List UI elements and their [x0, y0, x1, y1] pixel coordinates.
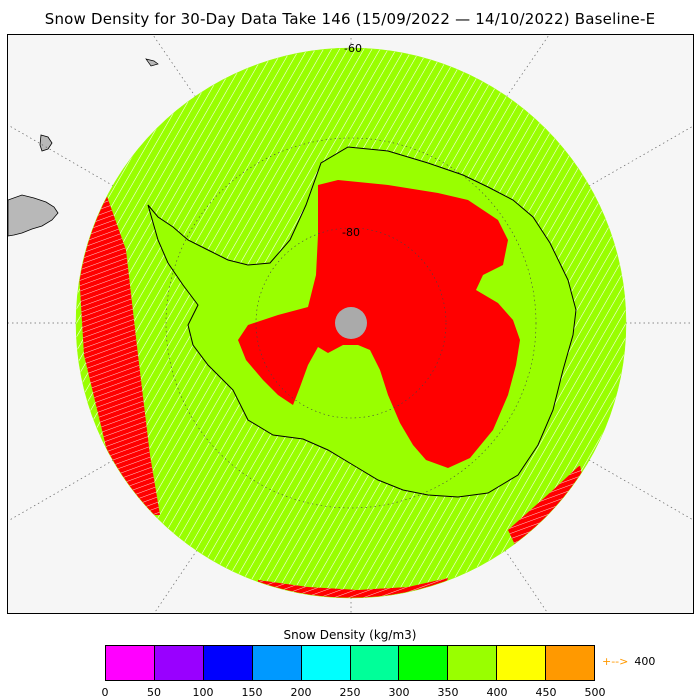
island-north [145, 58, 159, 67]
coverage-outline [75, 47, 627, 599]
colorbar-segment-0 [106, 646, 155, 680]
colorbar-segment-7 [448, 646, 498, 680]
latitude-label-80: -80 [342, 226, 360, 239]
colorbar-overflow: +--> 400 [602, 655, 655, 668]
polar-map-svg: -60 -80 [8, 35, 693, 613]
colorbar-tick-label: 250 [339, 686, 361, 699]
colorbar-segment-9 [546, 646, 595, 680]
colorbar-segment-6 [399, 646, 449, 680]
colorbar-segment-2 [203, 646, 253, 680]
colorbar-ticks: 0 50 100 150 200 250 300 350 400 450 500 [101, 686, 606, 700]
south-america-landmass [8, 194, 59, 237]
high-density-interior [238, 180, 520, 468]
colorbar-segment-1 [154, 646, 204, 680]
colorbar-segment-3 [252, 646, 302, 680]
graticule-inner [165, 137, 537, 509]
map-title: Snow Density for 30-Day Data Take 146 (1… [44, 10, 656, 28]
colorbar-tick-label: 350 [437, 686, 459, 699]
latitude-label-60: -60 [344, 42, 362, 55]
colorbar-segment-8 [497, 646, 547, 680]
red-band-southeast [508, 465, 583, 547]
overflow-arrow-icon: +--> [602, 655, 629, 668]
red-band-west [78, 185, 160, 515]
colorbar-tick-label: 100 [192, 686, 214, 699]
antarctica-coastline [147, 146, 577, 498]
polar-map: -60 -80 [7, 34, 694, 614]
data-coverage [76, 48, 626, 598]
colorbar [105, 645, 595, 681]
colorbar-tick-label: 50 [147, 686, 161, 699]
colorbar-segment-5 [350, 646, 400, 680]
red-band-south [258, 578, 448, 598]
colorbar-tick-label: 200 [290, 686, 312, 699]
colorbar-segment-4 [301, 646, 351, 680]
colorbar-tick-label: 450 [535, 686, 557, 699]
falkland-islands [39, 134, 53, 152]
colorbar-tick-label: 0 [101, 686, 109, 699]
colorbar-title: Snow Density (kg/m3) [283, 628, 417, 642]
pole-hole [335, 307, 367, 339]
colorbar-tick-label: 300 [388, 686, 410, 699]
colorbar-tick-label: 400 [486, 686, 508, 699]
colorbar-tick-label: 500 [584, 686, 606, 699]
colorbar-tick-label: 150 [241, 686, 263, 699]
overflow-label: 400 [634, 655, 656, 668]
